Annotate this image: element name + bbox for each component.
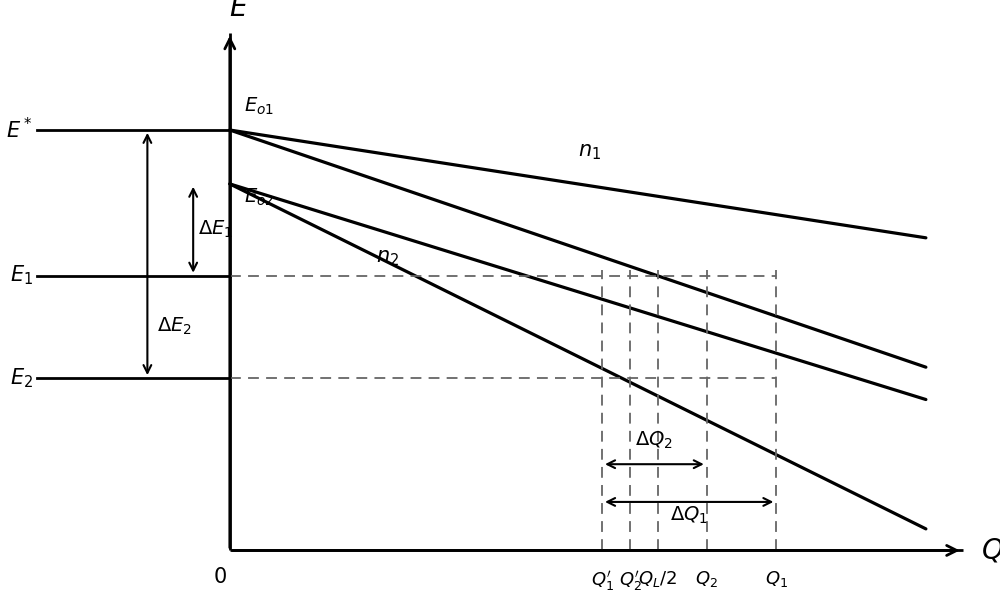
Text: $\Delta Q_2$: $\Delta Q_2$ (635, 430, 673, 451)
Text: $\Delta E_2$: $\Delta E_2$ (157, 316, 191, 338)
Text: $E_{o2}$: $E_{o2}$ (244, 186, 273, 208)
Text: $E_{o1}$: $E_{o1}$ (244, 95, 274, 117)
Text: $Q$: $Q$ (981, 537, 1000, 564)
Text: $Q_2'$: $Q_2'$ (619, 569, 642, 594)
Text: $E_1$: $E_1$ (10, 264, 33, 287)
Text: $n_2$: $n_2$ (376, 248, 399, 268)
Text: $Q_L/2$: $Q_L/2$ (638, 569, 677, 589)
Text: $n_1$: $n_1$ (578, 142, 601, 162)
Text: $Q_1'$: $Q_1'$ (591, 569, 614, 594)
Text: $Q_1$: $Q_1$ (765, 569, 788, 589)
Text: $E_2$: $E_2$ (10, 366, 33, 390)
Text: $E^*$: $E^*$ (6, 117, 33, 143)
Text: $\Delta E_1$: $\Delta E_1$ (198, 219, 233, 240)
Text: 0: 0 (214, 567, 227, 587)
Text: $E$: $E$ (229, 0, 249, 22)
Text: $Q_2$: $Q_2$ (695, 569, 718, 589)
Text: $\Delta Q_1$: $\Delta Q_1$ (670, 505, 708, 526)
